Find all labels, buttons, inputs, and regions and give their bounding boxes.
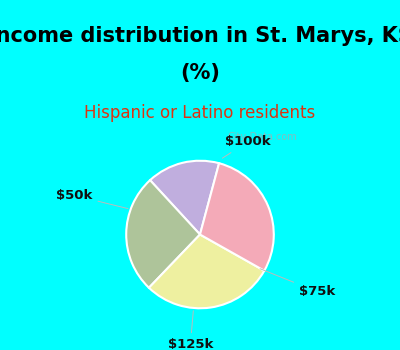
Wedge shape [126,180,200,288]
Text: (%): (%) [180,63,220,83]
Text: Income distribution in St. Marys, KS: Income distribution in St. Marys, KS [0,26,400,46]
Text: $100k: $100k [222,135,270,158]
Wedge shape [200,163,274,271]
Text: City-Data.com: City-Data.com [228,132,297,142]
Wedge shape [149,234,264,308]
Text: Hispanic or Latino residents: Hispanic or Latino residents [84,104,316,122]
Text: $75k: $75k [260,269,335,298]
Wedge shape [150,161,219,234]
Text: $125k: $125k [168,311,213,350]
Text: $50k: $50k [56,189,128,209]
